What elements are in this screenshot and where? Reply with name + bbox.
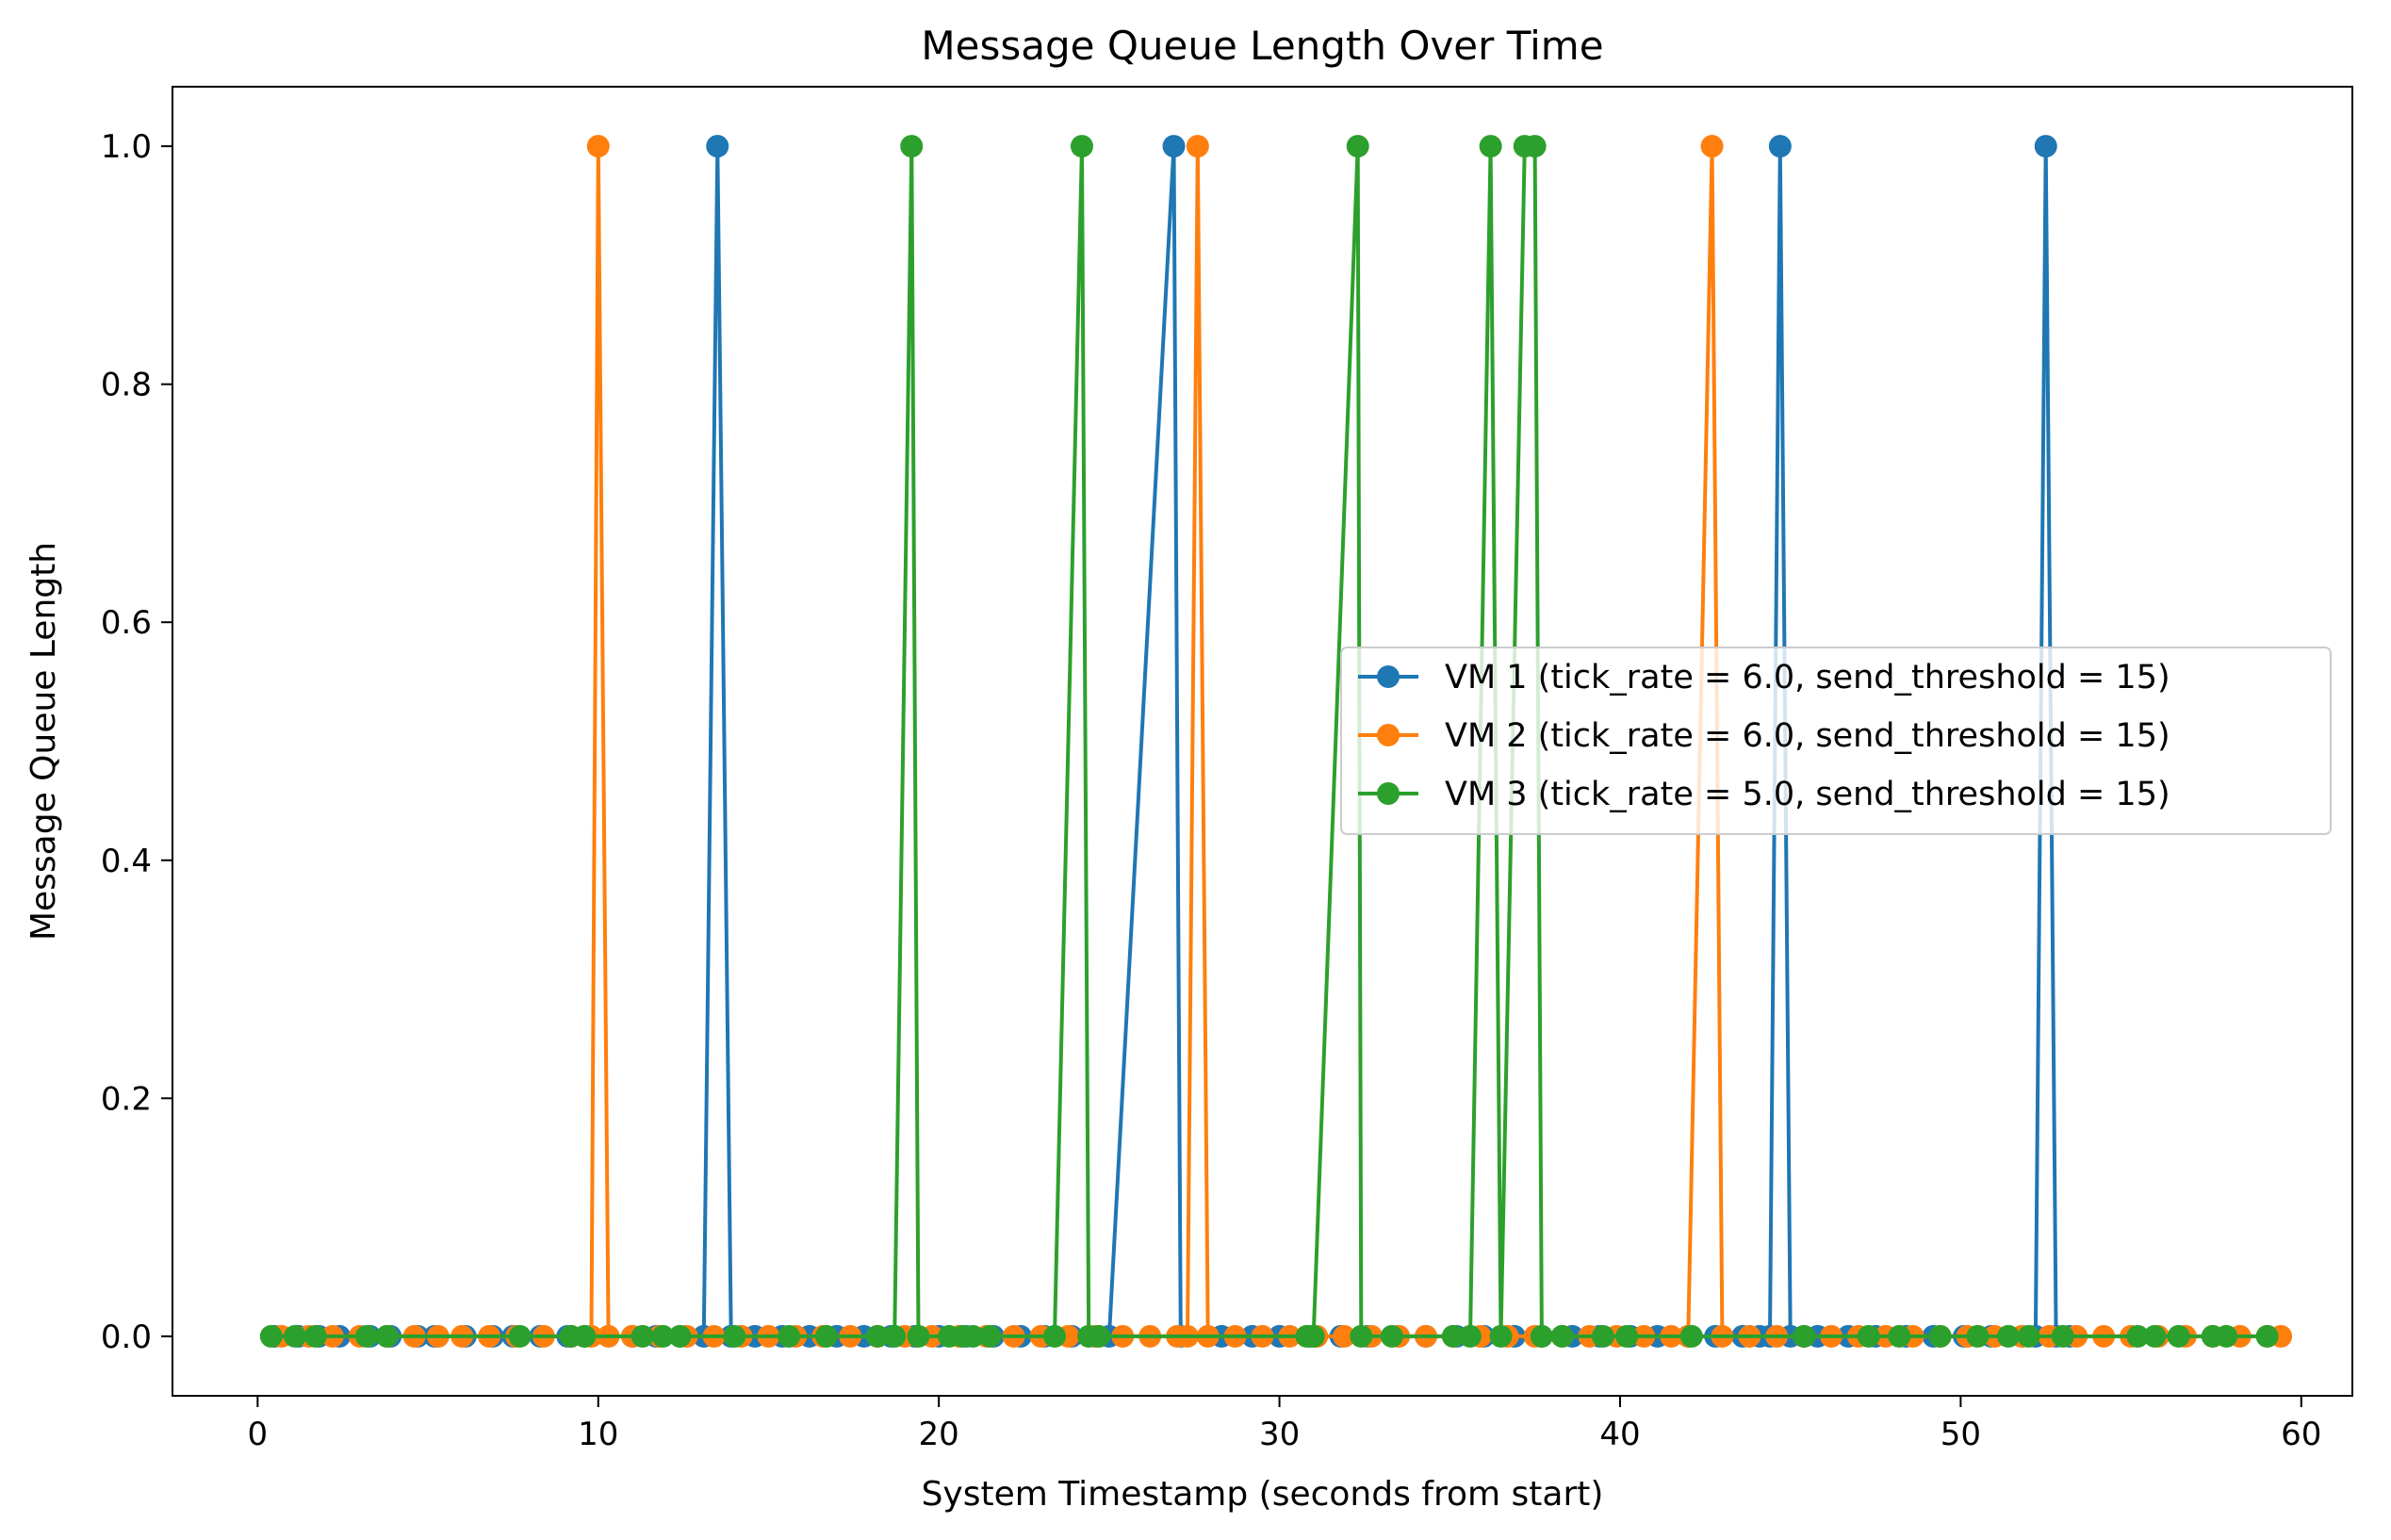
y-tick-label: 1.0 [101,128,152,166]
data-point [1530,1324,1553,1348]
data-point [1888,1324,1911,1348]
data-point [631,1324,654,1348]
data-point [1479,135,1502,158]
y-tick-label: 0.8 [101,367,152,404]
data-point [723,1324,746,1348]
legend-label: VM 1 (tick_rate = 6.0, send_threshold = … [1445,659,2170,696]
data-point [778,1324,801,1348]
series-3 [259,135,2279,1348]
legend-marker [1377,665,1400,688]
data-point [1186,135,1209,158]
data-point [508,1324,532,1348]
data-point [1966,1324,1990,1348]
data-point [1350,1324,1373,1348]
data-point [2034,135,2057,158]
data-point [1768,135,1792,158]
data-point [2167,1324,2190,1348]
x-tick-label: 40 [1599,1416,1640,1453]
data-point [814,1324,838,1348]
data-point [866,1324,890,1348]
data-point [1928,1324,1952,1348]
data-point [586,135,610,158]
data-point [1679,1324,1703,1348]
legend-marker [1377,782,1400,805]
data-point [1333,1324,1356,1348]
legend-label: VM 2 (tick_rate = 6.0, send_threshold = … [1445,717,2170,755]
data-point [1591,1324,1614,1348]
data-point [1615,1324,1639,1348]
data-point [375,1324,399,1348]
data-point [651,1324,675,1348]
data-point [2215,1324,2238,1348]
legend: VM 1 (tick_rate = 6.0, send_threshold = … [1340,647,2332,835]
data-point [1441,1324,1465,1348]
data-point [1700,135,1724,158]
data-point [883,1324,907,1348]
data-point [1346,135,1369,158]
legend-marker [1377,724,1400,746]
data-point [2051,1324,2074,1348]
chart-title: Message Queue Length Over Time [921,23,1603,69]
data-point [1088,1324,1111,1348]
x-axis-ticks: 0 10 20 30 40 50 60 [248,1396,2321,1453]
data-point [1793,1324,1816,1348]
data-point [668,1324,692,1348]
legend-box [1340,647,2332,835]
y-axis-ticks: 0.0 0.2 0.4 0.6 0.8 1.0 [101,128,172,1356]
data-point [978,1324,1002,1348]
data-point [2017,1324,2040,1348]
plot-frame [172,86,2353,1397]
x-tick-label: 30 [1259,1416,1300,1453]
data-point [573,1324,597,1348]
data-point [1996,1324,2020,1348]
x-tick-label: 60 [2281,1416,2321,1453]
data-point [1070,135,1093,158]
data-point [1302,1324,1325,1348]
series-layer [259,135,2293,1348]
data-point [900,135,924,158]
data-point [303,1324,327,1348]
y-axis-title: Message Queue Length [25,542,63,941]
data-point [1043,1324,1067,1348]
x-axis-title: System Timestamp (seconds from start) [922,1475,1604,1514]
y-tick-label: 0.6 [101,604,152,642]
data-point [1380,1324,1403,1348]
x-tick-label: 20 [919,1416,959,1453]
data-point [1523,135,1547,158]
x-tick-label: 0 [248,1416,269,1453]
data-point [284,1324,307,1348]
data-point [2126,1324,2150,1348]
data-point [1489,1324,1513,1348]
legend-label: VM 3 (tick_rate = 5.0, send_threshold = … [1445,776,2170,813]
data-point [355,1324,379,1348]
data-point [2255,1324,2279,1348]
data-point [1458,1324,1482,1348]
data-point [961,1324,985,1348]
data-point [1162,135,1186,158]
data-point [706,135,729,158]
y-tick-label: 0.4 [101,843,152,880]
data-point [1857,1324,1880,1348]
data-point [907,1324,930,1348]
y-tick-label: 0.0 [101,1319,152,1356]
x-tick-label: 10 [578,1416,618,1453]
data-point [1550,1324,1574,1348]
x-tick-label: 50 [1941,1416,1981,1453]
data-point [2143,1324,2167,1348]
y-tick-label: 0.2 [101,1080,152,1118]
data-point [259,1324,283,1348]
